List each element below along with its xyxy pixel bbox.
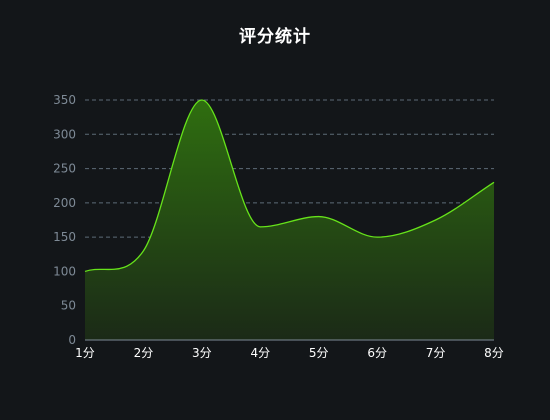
x-tick-label-1: 1分 (75, 346, 95, 360)
x-tick-label-5: 5分 (309, 346, 329, 360)
chart-title: 评分统计 (239, 27, 311, 47)
y-tick-label-350: 350 (53, 93, 76, 107)
data-point-2分 (141, 249, 145, 253)
x-tick-label-3: 3分 (192, 346, 212, 360)
x-tick-label-2: 2分 (134, 346, 154, 360)
data-point-5分 (317, 215, 321, 219)
data-point-7分 (434, 218, 438, 222)
y-tick-label-0: 0 (68, 333, 76, 347)
x-tick-label-6: 6分 (367, 346, 387, 360)
x-tick-label-4: 4分 (250, 346, 270, 360)
data-point-4分 (258, 225, 262, 229)
y-tick-label-150: 150 (53, 230, 76, 244)
data-point-8分 (492, 180, 496, 184)
series-line (84, 99, 495, 273)
x-tick-label-7: 7分 (426, 346, 446, 360)
y-tick-label-200: 200 (53, 196, 76, 210)
y-tick-label-100: 100 (53, 264, 76, 278)
y-tick-label-300: 300 (53, 127, 76, 141)
data-point-1分 (83, 269, 87, 273)
series-area (85, 100, 494, 340)
x-tick-label-8: 8分 (484, 346, 504, 360)
data-point-3分 (200, 98, 204, 102)
y-tick-label-250: 250 (53, 162, 76, 176)
data-point-6分 (375, 235, 379, 239)
y-tick-label-50: 50 (61, 299, 76, 313)
